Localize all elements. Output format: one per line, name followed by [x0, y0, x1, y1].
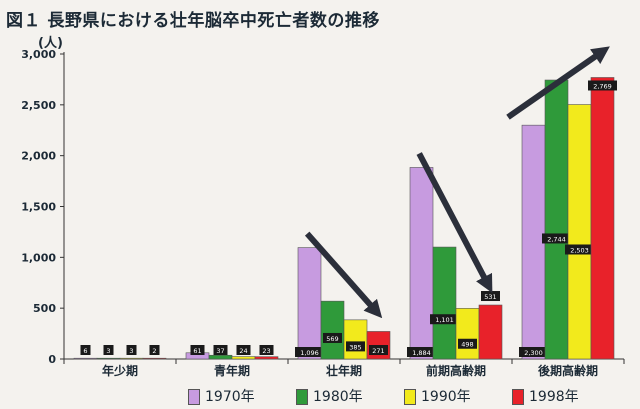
data-label-box — [149, 345, 160, 355]
data-label: 498 — [461, 341, 473, 349]
legend-swatch — [404, 389, 416, 405]
y-tick-label: 2,500 — [21, 99, 56, 112]
data-label: 531 — [484, 293, 496, 301]
y-tick-label: 3,000 — [21, 48, 56, 61]
chart-title: 図１ 長野県における壮年脳卒中死亡者数の推移 — [6, 11, 380, 31]
bar — [478, 304, 503, 360]
data-label-box — [259, 345, 274, 355]
bar — [96, 357, 121, 360]
data-label: 3 — [129, 347, 133, 355]
data-label-box — [236, 345, 251, 355]
data-label: 3 — [106, 347, 110, 355]
bar — [521, 124, 546, 360]
y-axis-unit: (人) — [38, 36, 63, 51]
x-tick-label: 年少期 — [102, 363, 138, 378]
x-tick-label: 青年期 — [214, 363, 250, 378]
legend-swatch — [188, 389, 200, 405]
data-label: 24 — [239, 347, 247, 355]
data-label-box — [323, 332, 342, 343]
data-label-box — [542, 233, 571, 244]
bar — [432, 246, 457, 360]
legend-label: 1980年 — [313, 389, 363, 405]
y-tick-label: 500 — [33, 302, 56, 315]
bar — [231, 356, 256, 360]
bar — [343, 319, 368, 360]
data-label-box — [190, 345, 205, 355]
y-tick-label: 1,500 — [21, 201, 56, 214]
bar — [320, 300, 345, 360]
data-label-box — [126, 345, 137, 355]
y-tick-label: 0 — [48, 353, 56, 366]
data-label: 2,769 — [593, 82, 612, 90]
data-label-box — [80, 345, 91, 355]
bar — [73, 357, 98, 360]
data-label: 2,300 — [524, 349, 543, 357]
data-label-box — [369, 345, 388, 355]
data-label-box — [430, 314, 459, 325]
data-label: 61 — [193, 347, 201, 355]
x-tick-label: 壮年期 — [326, 363, 362, 378]
data-label-box — [458, 338, 477, 349]
bar — [297, 247, 322, 360]
trend-arrow — [304, 231, 383, 319]
data-label: 1,101 — [435, 316, 454, 324]
bar — [119, 357, 144, 360]
data-label: 1,884 — [412, 349, 431, 357]
trend-arrow — [416, 152, 493, 293]
data-label: 23 — [262, 347, 270, 355]
data-label: 2,503 — [570, 246, 589, 254]
data-label-box — [519, 347, 548, 357]
y-tick-label: 1,000 — [21, 251, 56, 264]
data-label: 2 — [152, 347, 156, 355]
data-label-box — [407, 347, 436, 357]
data-label: 1,096 — [300, 349, 319, 357]
data-label: 385 — [349, 343, 361, 351]
x-tick-label: 前期高齢期 — [426, 363, 486, 378]
bar — [590, 77, 615, 360]
bar — [208, 354, 233, 360]
legend-label: 1998年 — [529, 389, 579, 405]
data-label-box — [295, 347, 324, 357]
trend-arrow — [506, 46, 610, 120]
data-label-box — [565, 244, 594, 255]
data-label-box — [588, 80, 617, 91]
bar — [544, 79, 569, 360]
data-label-box — [103, 345, 114, 355]
bar — [254, 356, 279, 360]
bar — [567, 104, 592, 360]
data-label: 569 — [326, 335, 338, 343]
legend-label: 1970年 — [205, 389, 255, 405]
data-label-box — [213, 345, 228, 355]
data-label-box — [346, 341, 365, 352]
legend-swatch — [512, 389, 524, 405]
data-label-box — [481, 291, 500, 302]
legend-label: 1990年 — [421, 389, 471, 405]
x-tick-label: 後期高齢期 — [538, 363, 598, 378]
data-label: 6 — [83, 347, 87, 355]
y-tick-label: 2,000 — [21, 150, 56, 163]
data-label: 37 — [216, 347, 224, 355]
bar — [142, 357, 167, 360]
bar — [409, 167, 434, 360]
bar — [455, 308, 480, 360]
data-label: 2,744 — [547, 235, 566, 243]
data-label: 271 — [372, 347, 384, 355]
legend: 1970年 1980年 1990年 1998年 — [188, 386, 628, 406]
legend-swatch — [296, 389, 308, 405]
